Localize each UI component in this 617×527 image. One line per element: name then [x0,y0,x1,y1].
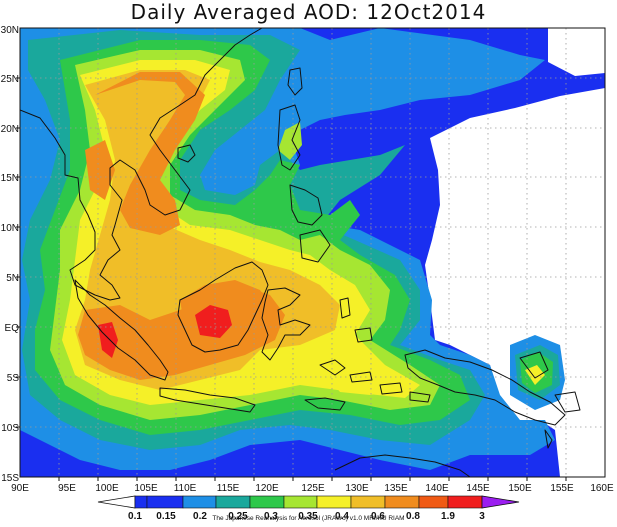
colorbar-arrow-left [97,495,136,509]
map-frame [19,27,606,478]
lon-label: 95E [58,483,76,494]
aod-layer-white-east [548,28,605,76]
colorbar-label: 0.6 [371,511,385,522]
lon-label: 100E [95,483,119,494]
colorbar-label: 0.2 [193,511,207,522]
longitude-labels: 90E 95E 100E 105E 110E 115E 120E 125E 13… [11,483,614,494]
colorbar-label: 0.4 [335,511,349,522]
colorbar-label: 0.15 [156,511,176,522]
colorbar-box [182,495,217,509]
colorbar-box [350,495,386,509]
aod-layer-orange-north2 [85,140,115,200]
colorbar-label: 1.9 [441,511,455,522]
coastline-sumatra [74,279,169,381]
coastline-timor [304,397,346,411]
coastline-mainland-asia [20,28,263,301]
aod-layer-orange-north [95,72,205,235]
lat-label: 10N [1,223,19,234]
colorbar-arrow-right [481,495,520,509]
colorbar-box [447,495,483,509]
coastline-borneo [177,261,269,353]
colorbar-box [418,495,449,509]
lon-label: 135E [384,483,408,494]
lat-label: 5N [6,273,19,284]
colorbar-label: 3 [479,511,485,522]
coastline-java [159,387,256,413]
coastline-hainan [177,144,196,163]
lon-label: 140E [425,483,449,494]
coastline-taiwan [287,67,303,96]
lat-label: 15N [1,173,19,184]
colorbar-label: 0.8 [406,511,420,522]
lon-label: 90E [11,483,29,494]
lon-label: 155E [550,483,574,494]
aod-layer-red-borneo [195,305,232,338]
colorbar-label: 0.3 [264,511,278,522]
colorbar-box [146,495,184,509]
lat-label: 20N [1,124,19,135]
lon-label: 110E [174,483,197,494]
aod-layer-yellow-png [525,365,545,385]
colorbar-box [384,495,420,509]
coastlines [20,28,581,477]
lon-label: 130E [345,483,369,494]
aod-layer-red-sumatra [98,322,118,358]
map-title: Daily Averaged AOD: 12Oct2014 [130,0,487,24]
coastline-sulawesi [261,287,311,361]
lon-label: 105E [134,483,158,494]
coastline-newguinea [404,349,566,426]
colorbar-box [316,495,352,509]
coastline-australia [334,454,471,477]
aod-layer-yellow-luzon [278,122,302,160]
colorbar-label: 0.1 [128,511,142,522]
lon-label: 115E [217,483,240,494]
lat-label: 15S [1,473,19,484]
colorbar-box [249,495,285,509]
lon-label: 120E [255,483,279,494]
colorbar: 0.1 0.15 0.2 0.25 0.3 0.35 0.4 0.6 0.8 1… [97,495,520,522]
lat-label: EQ [5,323,20,334]
colorbar-box [134,495,148,509]
lat-label: 10S [1,423,19,434]
colorbar-box [283,495,318,509]
coastline-philippines [277,104,331,263]
colorbar-box [215,495,251,509]
aod-field [20,28,605,477]
lat-label: 25N [1,74,19,85]
credit-text: The Japanese Reanalysis for Aerosol (JRA… [212,515,405,522]
lon-label: 125E [301,483,325,494]
lon-label: 145E [466,483,490,494]
lat-label: 30N [1,25,19,36]
lat-label: 5S [7,373,20,384]
aod-layer-yellow-nusa [330,372,400,395]
latitude-labels: 30N 25N 20N 15N 10N 5N EQ 5S 10S 15S [1,25,20,484]
tick-marks [16,77,567,481]
colorbar-label: 0.25 [228,511,248,522]
colorbar-label: 0.35 [298,511,318,522]
lon-label: 160E [590,483,614,494]
coastline-islands-east [319,297,581,449]
lon-label: 150E [508,483,532,494]
